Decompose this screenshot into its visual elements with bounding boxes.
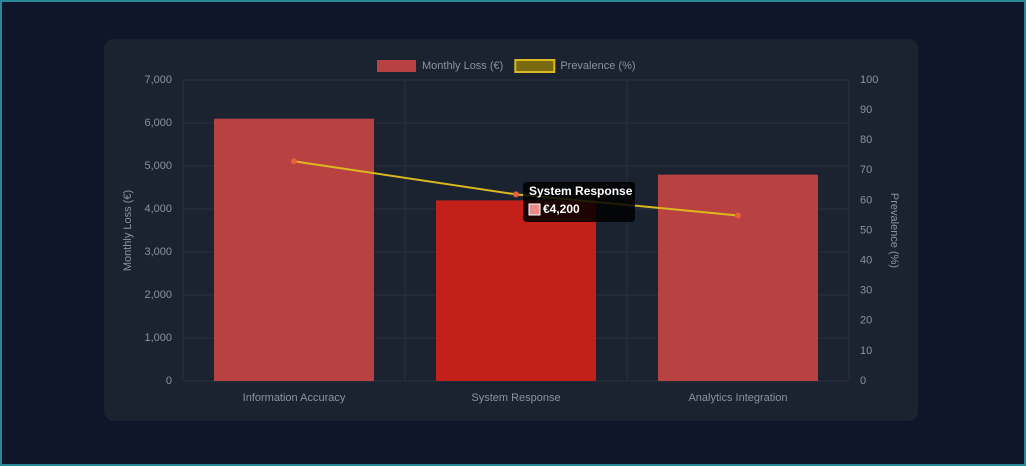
y-axis-title: Monthly Loss (€) [122, 190, 134, 271]
y-tick-label: 0 [166, 375, 172, 387]
legend-swatch [377, 60, 416, 72]
tooltip: System Response €4,200 [523, 182, 635, 222]
y2-tick-label: 90 [860, 104, 872, 116]
y-tick-label: 2,000 [144, 289, 172, 301]
y-tick-label: 5,000 [144, 160, 172, 172]
legend-swatch [514, 59, 556, 73]
y2-tick-label: 30 [860, 285, 872, 297]
x-tick-label: System Response [471, 392, 560, 404]
y-tick-label: 1,000 [144, 332, 172, 344]
bar [658, 174, 818, 381]
y-tick-label: 3,000 [144, 246, 172, 258]
line-point [513, 191, 519, 198]
legend-label: Monthly Loss (€) [422, 60, 503, 72]
tooltip-label: €4,200 [543, 202, 580, 216]
tooltip-box [523, 182, 635, 222]
y2-tick-label: 20 [860, 315, 872, 327]
tooltip-title: System Response [529, 184, 633, 198]
line-point [291, 158, 297, 165]
y2-tick-label: 50 [860, 224, 872, 236]
y2-tick-label: 60 [860, 194, 872, 206]
x-tick-label: Information Accuracy [243, 392, 346, 404]
line-point [735, 212, 741, 219]
x-tick-label: Analytics Integration [688, 392, 787, 404]
y-tick-label: 6,000 [144, 117, 172, 129]
y-tick-label: 7,000 [144, 74, 172, 86]
y2-tick-label: 10 [860, 345, 872, 357]
tooltip-swatch [528, 203, 541, 216]
y2-tick-label: 40 [860, 255, 872, 267]
y2-tick-label: 100 [860, 74, 878, 86]
y-tick-label: 4,000 [144, 203, 172, 215]
bar [214, 118, 374, 381]
legend-label: Prevalence (%) [560, 60, 635, 72]
y2-tick-label: 80 [860, 134, 872, 146]
y2-tick-label: 0 [860, 375, 866, 387]
bar [436, 200, 596, 381]
y2-tick-label: 70 [860, 164, 872, 176]
y2-axis-title: Prevalence (%) [888, 193, 900, 268]
